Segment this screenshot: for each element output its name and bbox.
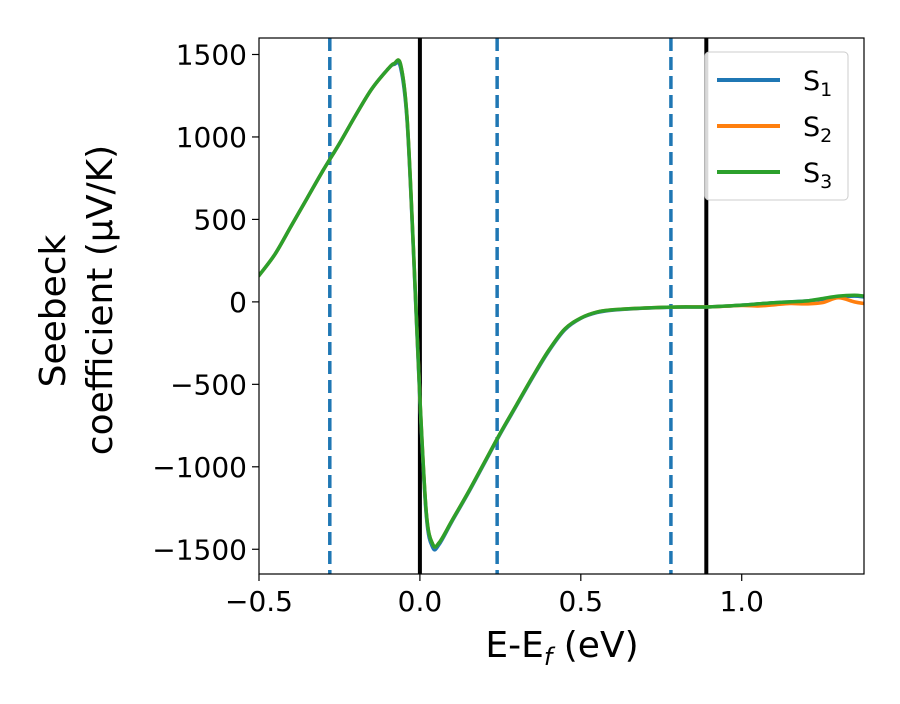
x-tick-label-3: 1.0	[719, 585, 764, 618]
y-axis-label-line1: Seebeck	[33, 234, 74, 387]
series-line-S3	[259, 58, 864, 549]
y-tick-label-4: 500	[194, 203, 247, 236]
x-tick-label-0: −0.5	[225, 585, 293, 618]
legend-label-S1: S1	[803, 66, 832, 101]
legend-label-S3: S3	[803, 158, 832, 193]
x-tick-label-1: 0.0	[398, 585, 443, 618]
reference-lines	[328, 38, 709, 574]
y-tick-label-1: −1000	[152, 451, 247, 484]
y-axis-label-line2: coefficient (μV/K)	[80, 145, 121, 455]
y-tick-label-6: 1500	[176, 38, 247, 71]
y-tick-label-2: −500	[170, 368, 247, 401]
legend-label-S2: S2	[803, 112, 832, 147]
legend: S1 S2 S3	[704, 51, 849, 201]
x-axis-label: E-Ef (eV)	[485, 625, 638, 671]
x-axis-label-unit: (eV)	[552, 625, 638, 666]
series-layer	[259, 58, 864, 552]
y-tick-label-5: 1000	[176, 121, 247, 154]
y-tick-label-3: 0	[229, 286, 247, 319]
x-tick-label-2: 0.5	[559, 585, 604, 618]
plot-frame	[258, 37, 865, 575]
ticks: −0.5 0.0 0.5 1.0 −1500 −1000 −500 0 500 1000 1500	[152, 38, 764, 618]
y-tick-label-0: −1500	[152, 533, 247, 566]
